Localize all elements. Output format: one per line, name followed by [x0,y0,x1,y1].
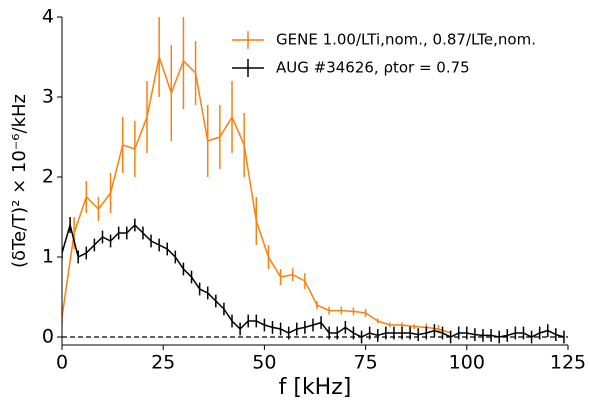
series-line [62,54,451,334]
y-tick-label: 0 [42,326,54,348]
x-tick-label: 100 [449,352,485,374]
x-axis-label: f [kHz] [279,375,352,400]
x-tick-label: 75 [354,352,378,374]
y-tick-label: 3 [42,86,54,108]
y-tick-label: 1 [42,246,54,268]
y-tick-label: 2 [42,166,54,188]
legend-label: AUG #34626, ρtor = 0.75 [276,59,470,77]
x-tick-label: 25 [151,352,175,374]
legend-label: GENE 1.00/LTi,nom., 0.87/LTe,nom. [276,31,536,49]
x-tick-label: 50 [252,352,276,374]
x-tick-label: 125 [550,352,586,374]
y-axis-label: (δTe/T)² × 10⁻⁶/kHz [9,94,30,268]
y-tick-label: 4 [42,6,54,28]
x-tick-label: 0 [56,352,68,374]
plot-area [62,17,565,344]
